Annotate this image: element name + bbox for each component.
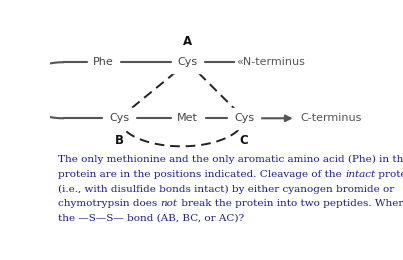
Text: not: not	[161, 199, 178, 208]
Text: Cys: Cys	[178, 57, 198, 67]
Text: Phe: Phe	[93, 57, 114, 67]
Text: Met: Met	[177, 113, 198, 123]
Text: intact: intact	[345, 170, 375, 179]
Text: protein: protein	[375, 170, 403, 179]
Text: chymotrypsin does: chymotrypsin does	[58, 199, 161, 208]
Text: (i.e., with disulfide bonds intact) by either cyanogen bromide or: (i.e., with disulfide bonds intact) by e…	[58, 185, 395, 194]
Text: protein are in the positions indicated. Cleavage of the: protein are in the positions indicated. …	[58, 170, 345, 179]
Text: Cys: Cys	[234, 113, 254, 123]
Text: C: C	[240, 134, 248, 147]
Text: The only methionine and the only aromatic amino acid (Phe) in this: The only methionine and the only aromati…	[58, 155, 403, 164]
Text: A: A	[183, 35, 192, 48]
Text: B: B	[114, 134, 124, 147]
Text: break the protein into two peptides. Where is: break the protein into two peptides. Whe…	[178, 199, 403, 208]
Text: C-terminus: C-terminus	[300, 113, 361, 123]
Text: Cys: Cys	[109, 113, 129, 123]
Text: the —S—S— bond (AB, BC, or AC)?: the —S—S— bond (AB, BC, or AC)?	[58, 214, 244, 223]
Text: «N-terminus: «N-terminus	[236, 57, 305, 67]
